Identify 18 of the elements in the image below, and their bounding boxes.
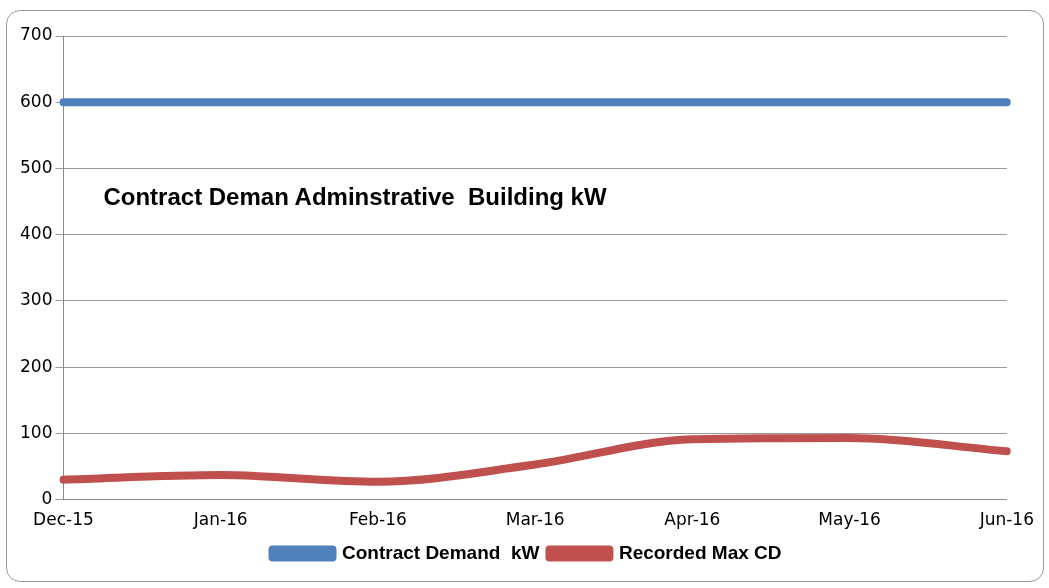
- x-tick-label: May-16: [818, 509, 881, 530]
- y-tick-label: 200: [19, 355, 53, 376]
- y-tick-label: 0: [41, 488, 53, 509]
- text: Contract Deman Adminstrative Building kW: [103, 182, 607, 210]
- y-tick-label: 700: [19, 24, 53, 45]
- y-tick-label: 600: [19, 90, 53, 111]
- y-tick-label: 400: [19, 223, 53, 244]
- x-tick-label: Jan-16: [192, 509, 248, 530]
- x-tick-label: Feb-16: [348, 509, 407, 530]
- x-tick-label: Jun-16: [978, 509, 1035, 530]
- y-tick-label: 500: [19, 156, 53, 177]
- x-tick-label: Mar-16: [505, 509, 565, 530]
- legend-label: Contract Demand kW: [342, 541, 540, 563]
- x-tick-label: Dec-15: [33, 509, 94, 530]
- y-tick-label: 300: [19, 289, 53, 310]
- y-tick-label: 100: [19, 421, 53, 442]
- x-tick-label: Apr-16: [664, 509, 721, 530]
- legend-label: Recorded Max CD: [618, 541, 782, 563]
